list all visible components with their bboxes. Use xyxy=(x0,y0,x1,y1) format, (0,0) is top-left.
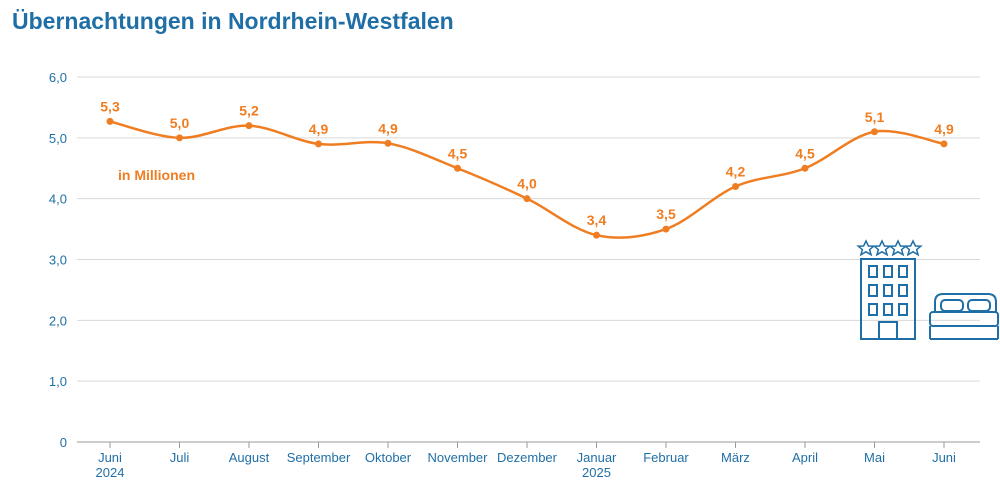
x-tick-label: 2025 xyxy=(582,465,611,480)
data-points xyxy=(106,117,948,239)
data-label: 5,2 xyxy=(239,103,259,119)
y-tick-label: 1,0 xyxy=(49,374,67,389)
star-rating-icon xyxy=(856,239,923,257)
data-label: 4,2 xyxy=(726,164,746,180)
x-tick-label: Mai xyxy=(864,450,885,465)
y-tick-label: 5,0 xyxy=(49,131,67,146)
data-point xyxy=(801,164,809,172)
data-label: 4,9 xyxy=(934,121,954,137)
x-tick-label: November xyxy=(428,450,489,465)
x-tick-label: Dezember xyxy=(497,450,558,465)
data-label: 4,5 xyxy=(448,145,468,161)
x-tick-label: September xyxy=(287,450,351,465)
data-point xyxy=(315,140,322,148)
x-tick-label: Januar xyxy=(577,450,617,465)
data-point xyxy=(523,195,531,203)
data-label: 5,0 xyxy=(170,115,190,131)
x-tick-label: Oktober xyxy=(365,450,412,465)
x-tick-label: Februar xyxy=(643,450,689,465)
page-title: Übernachtungen in Nordrhein-Westfalen xyxy=(12,8,454,34)
y-tick-label: 3,0 xyxy=(49,253,67,268)
y-tick-label: 2,0 xyxy=(49,313,67,328)
data-point xyxy=(106,117,114,125)
data-label: 4,9 xyxy=(309,121,329,137)
data-label: 4,5 xyxy=(795,145,815,161)
data-point xyxy=(732,183,739,190)
x-tick-label: August xyxy=(229,450,270,465)
data-point xyxy=(662,225,670,233)
hotel-building-icon xyxy=(856,239,923,340)
x-tick-label: Juni xyxy=(98,450,122,465)
x-tick-label: Juni xyxy=(932,450,956,465)
data-label: 4,0 xyxy=(517,176,537,192)
data-point xyxy=(176,134,183,142)
bed-icon xyxy=(929,293,999,340)
x-tick-label: Juli xyxy=(170,450,190,465)
data-label: 5,3 xyxy=(100,98,120,114)
y-tick-label: 6,0 xyxy=(49,70,67,85)
data-point xyxy=(593,231,600,239)
data-point xyxy=(454,164,461,172)
data-label: 3,4 xyxy=(587,212,607,228)
unit-label: in Millionen xyxy=(118,167,195,183)
data-point xyxy=(384,139,392,147)
data-label: 5,1 xyxy=(865,109,885,125)
x-tick-label: 2024 xyxy=(96,465,125,480)
data-point xyxy=(245,122,253,130)
data-labels: 5,3 5,0 5,2 4,9 4,9 4,5 4,0 3,4 3,5 4,2 4,5 5,1 4,9 xyxy=(100,98,954,228)
data-label: 3,5 xyxy=(656,206,676,222)
data-point xyxy=(940,140,948,148)
data-label: 4,9 xyxy=(378,120,398,136)
x-tick-label: März xyxy=(721,450,750,465)
data-point xyxy=(871,128,878,136)
y-tick-label: 0 xyxy=(60,435,67,450)
x-tick-label: April xyxy=(792,450,818,465)
y-tick-label: 4,0 xyxy=(49,192,67,207)
y-axis-ticks: 0 1,0 2,0 3,0 4,0 5,0 6,0 xyxy=(49,70,67,450)
grid-layer xyxy=(77,76,980,443)
